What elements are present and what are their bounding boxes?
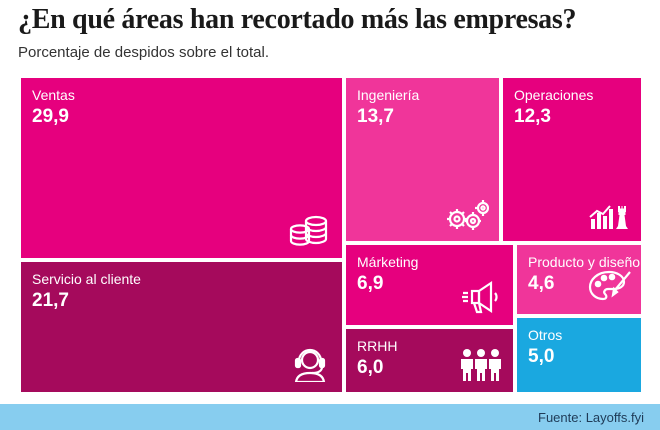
- treemap: Ventas 29,9 Servicio al cliente 21,7 Ingenie…: [19, 76, 643, 394]
- tile-label: Márketing: [357, 254, 419, 270]
- gears-icon: [447, 200, 489, 230]
- tile-marketing: Márketing 6,9: [344, 243, 515, 327]
- chess-chart-icon: [589, 205, 628, 229]
- tile-producto-y-diseno: Producto y diseño 4,6: [515, 243, 643, 316]
- tile-ventas: Ventas 29,9: [19, 76, 344, 260]
- tile-label: Otros: [528, 327, 563, 343]
- tile-value: 13,7: [357, 106, 394, 127]
- tile-label: Servicio al cliente: [32, 271, 141, 287]
- tile-value: 4,6: [528, 273, 555, 294]
- tile-value: 21,7: [32, 290, 69, 311]
- tile-label: RRHH: [357, 338, 398, 354]
- tile-label: Producto y diseño: [528, 254, 641, 270]
- tile-servicio-al-cliente: Servicio al cliente 21,7: [19, 260, 344, 394]
- chart-title: ¿En qué áreas han recortado más las empr…: [18, 4, 577, 35]
- tile-value: 12,3: [514, 106, 551, 127]
- source-note: Fuente: Layoffs.fyi: [538, 410, 644, 425]
- tile-rrhh: RRHH 6,0: [344, 327, 515, 394]
- tile-label: Ingeniería: [357, 87, 420, 103]
- tile-ingenieria: Ingeniería 13,7: [344, 76, 501, 243]
- tile-value: 5,0: [528, 346, 555, 367]
- tile-operaciones: Operaciones 12,3: [501, 76, 643, 243]
- tile-value: 29,9: [32, 106, 69, 127]
- tile-label: Operaciones: [514, 87, 594, 103]
- coins-icon: [289, 215, 328, 246]
- megaphone-icon: [462, 280, 498, 314]
- tile-label: Ventas: [32, 87, 75, 103]
- tile-value: 6,9: [357, 273, 384, 294]
- headset-icon: [294, 348, 326, 382]
- footer-bar: Fuente: Layoffs.fyi: [0, 404, 660, 430]
- chart-subtitle: Porcentaje de despidos sobre el total.: [18, 44, 269, 61]
- people-icon: [461, 349, 501, 381]
- tile-otros: Otros 5,0: [515, 316, 643, 394]
- palette-icon: [588, 270, 631, 301]
- tile-value: 6,0: [357, 357, 384, 378]
